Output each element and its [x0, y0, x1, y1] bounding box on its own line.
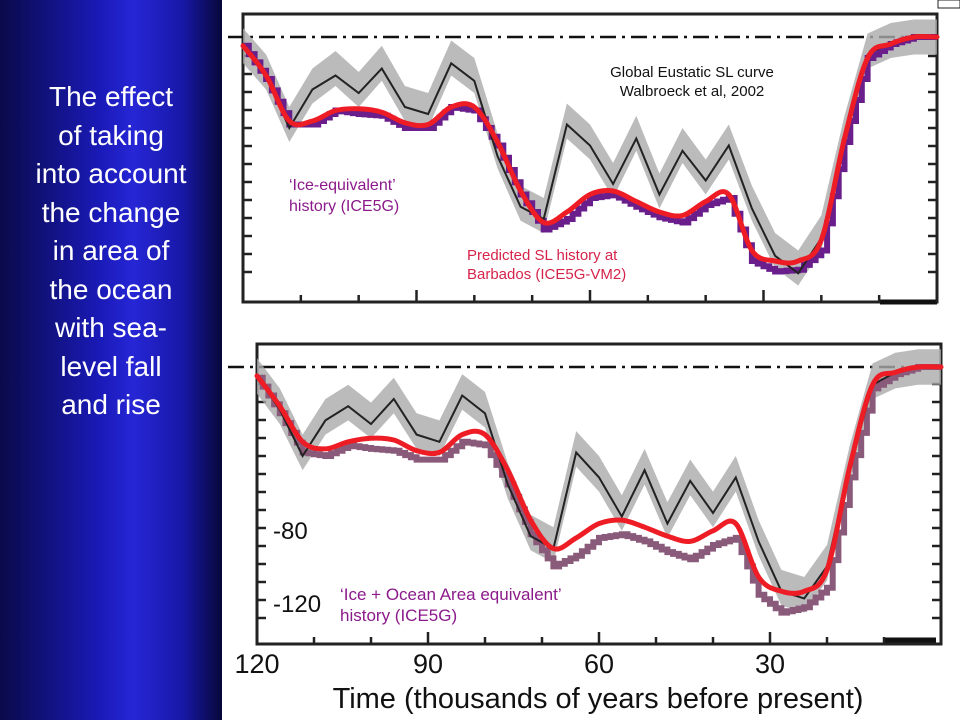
top-annotation-barbados-2: Barbados (ICE5G-VM2)	[467, 266, 626, 283]
bottom-predicted-curve	[254, 364, 944, 597]
top-panel-series	[240, 19, 940, 286]
xtick-label-30: 30	[755, 649, 785, 679]
bottom-stair-curve	[257, 364, 941, 616]
top-predicted-curve	[240, 33, 940, 266]
corner-marker-top	[937, 0, 960, 9]
bottom-annotation-2: history (ICE5G)	[340, 606, 457, 625]
xtick-label-90: 90	[413, 649, 443, 679]
bottom-panel-ticks	[255, 382, 943, 644]
bottom-annotation-1: ‘Ice + Ocean Area equivalent’	[340, 585, 562, 604]
x-axis-label: Time (thousands of years before present)	[333, 683, 864, 715]
top-panel-ticks	[241, 54, 939, 302]
bottom-uncertainty-band	[257, 349, 941, 613]
top-annotation-title-2: Walbroeck et al, 2002	[620, 83, 765, 100]
top-stair-curve	[243, 34, 937, 275]
ytick-label-120: -120	[273, 591, 321, 618]
bottom-panel-series	[254, 349, 944, 616]
top-annotation-ice-2: history (ICE5G)	[289, 198, 399, 215]
chart-background	[222, 0, 960, 720]
xtick-label-120: 120	[234, 649, 279, 679]
top-uncertainty-band	[243, 19, 937, 286]
top-annotation-ice-1: ‘Ice-equivalent’	[289, 177, 396, 194]
ytick-label-80: -80	[273, 518, 308, 545]
top-annotation-title-1: Global Eustatic SL curve	[610, 64, 774, 81]
caption-text: The effect of taking into account the ch…	[35, 81, 187, 420]
left-panel: The effect of taking into account the ch…	[0, 0, 222, 720]
top-annotation-barbados-1: Predicted SL history at	[467, 247, 618, 264]
xtick-label-60: 60	[584, 649, 614, 679]
